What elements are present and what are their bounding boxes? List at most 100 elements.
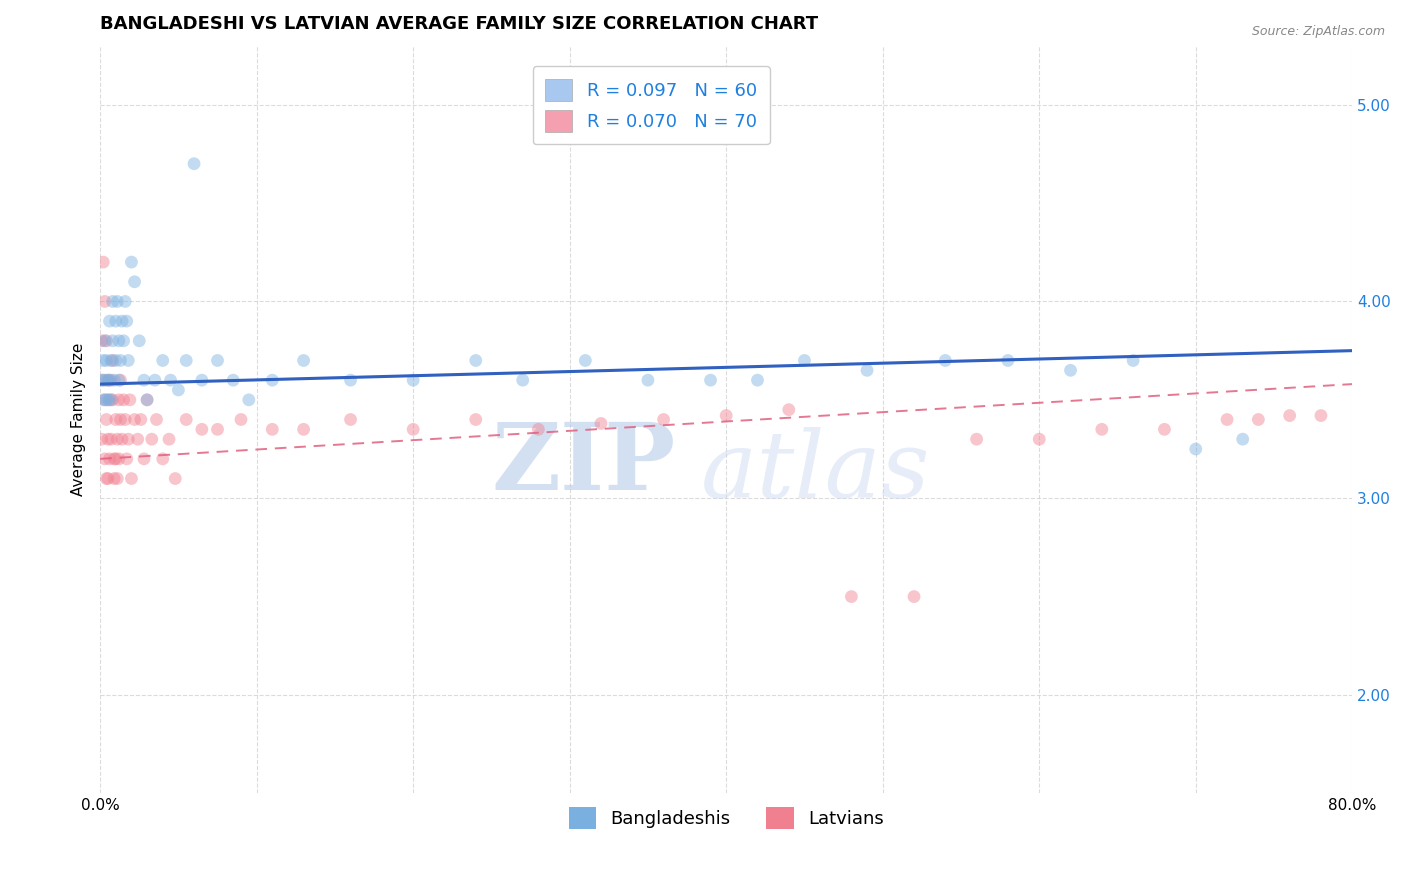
Point (97, 392, 120, 407)
Point (100, 353, 122, 368)
Point (157, 432, 180, 446)
Point (110, 353, 132, 368)
Point (105, 294, 128, 309)
Point (91, 255, 114, 269)
Point (101, 392, 124, 407)
Point (402, 373, 425, 387)
Point (747, 373, 769, 387)
Point (637, 373, 659, 387)
Legend: Bangladeshis, Latvians: Bangladeshis, Latvians (561, 800, 891, 837)
Point (464, 412, 486, 426)
Point (159, 373, 181, 387)
Point (238, 392, 260, 407)
Point (174, 353, 197, 368)
Point (108, 392, 131, 407)
Point (191, 373, 214, 387)
Point (1247, 412, 1270, 426)
Point (292, 353, 315, 368)
Point (262, 422, 284, 436)
Point (152, 353, 174, 368)
Point (96, 353, 118, 368)
Point (589, 417, 612, 431)
Point (96, 392, 118, 407)
Point (104, 451, 127, 466)
Point (778, 402, 800, 417)
Point (132, 373, 155, 387)
Point (207, 422, 229, 436)
Point (124, 275, 146, 289)
Point (100, 373, 122, 387)
Point (110, 373, 132, 387)
Point (141, 432, 163, 446)
Point (222, 373, 245, 387)
Point (1184, 442, 1206, 456)
Point (94, 451, 117, 466)
Text: BANGLADESHI VS LATVIAN AVERAGE FAMILY SIZE CORRELATION CHART: BANGLADESHI VS LATVIAN AVERAGE FAMILY SI… (100, 15, 818, 33)
Point (101, 294, 124, 309)
Text: ZIP: ZIP (492, 419, 676, 509)
Point (574, 353, 596, 368)
Point (117, 432, 139, 446)
Point (90, 432, 112, 446)
Point (97, 432, 120, 446)
Point (1059, 363, 1081, 377)
Point (105, 471, 128, 485)
Point (96, 471, 118, 485)
Point (98, 451, 121, 466)
Point (145, 412, 167, 426)
Point (966, 432, 988, 446)
Point (112, 392, 135, 407)
Point (1028, 432, 1050, 446)
Point (90, 373, 112, 387)
Point (262, 373, 284, 387)
Point (104, 314, 127, 328)
Point (98, 314, 121, 328)
Point (136, 392, 159, 407)
Point (114, 412, 136, 426)
Point (124, 412, 146, 426)
Point (104, 412, 127, 426)
Point (699, 373, 721, 387)
Point (165, 471, 187, 485)
Point (339, 373, 361, 387)
Point (183, 157, 205, 171)
Point (97, 471, 120, 485)
Point (108, 451, 131, 466)
Point (104, 353, 127, 368)
Point (174, 412, 197, 426)
Y-axis label: Average Family Size: Average Family Size (72, 343, 86, 496)
Point (339, 412, 361, 426)
Point (96, 334, 118, 348)
Point (128, 334, 150, 348)
Text: Source: ZipAtlas.com: Source: ZipAtlas.com (1251, 25, 1385, 38)
Point (103, 451, 125, 466)
Point (105, 432, 128, 446)
Point (101, 353, 124, 368)
Point (111, 432, 134, 446)
Point (127, 432, 149, 446)
Text: atlas: atlas (702, 427, 931, 516)
Point (903, 590, 925, 604)
Point (108, 373, 131, 387)
Point (110, 412, 132, 426)
Point (120, 255, 142, 269)
Point (117, 353, 139, 368)
Point (1216, 412, 1239, 426)
Point (94, 334, 117, 348)
Point (402, 422, 425, 436)
Point (114, 294, 136, 309)
Point (714, 409, 737, 423)
Point (97, 373, 120, 387)
Point (934, 353, 956, 368)
Point (136, 392, 159, 407)
Point (100, 432, 122, 446)
Point (132, 451, 155, 466)
Point (856, 363, 879, 377)
Point (96, 412, 118, 426)
Point (229, 412, 252, 426)
Point (91, 353, 114, 368)
Point (652, 412, 675, 426)
Point (103, 471, 125, 485)
Point (1310, 409, 1333, 423)
Point (207, 353, 229, 368)
